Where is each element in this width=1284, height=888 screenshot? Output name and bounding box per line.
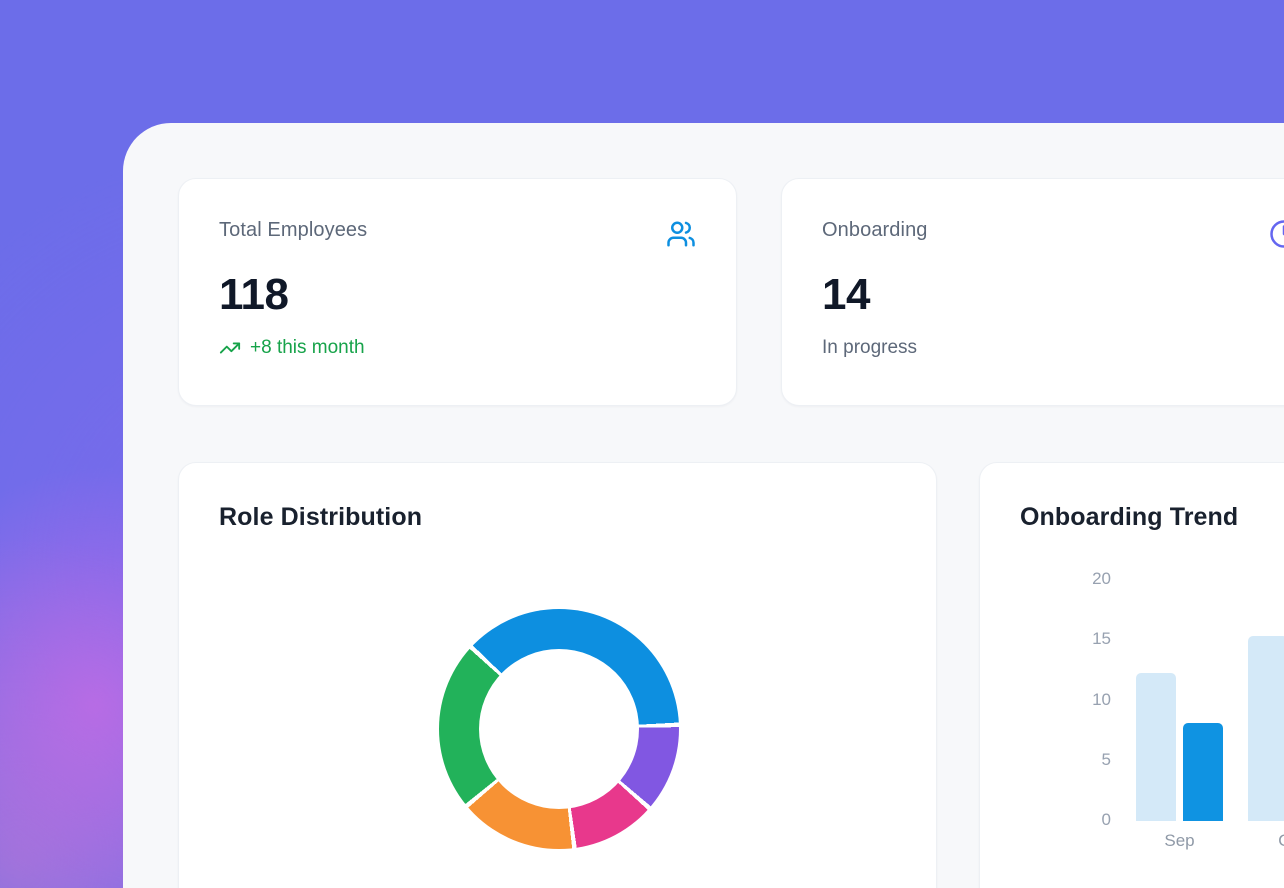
stat-trend-text: +8 this month xyxy=(250,337,365,358)
y-axis-tick-label: 10 xyxy=(1092,689,1111,709)
stat-subtext: In progress xyxy=(822,337,1284,359)
dark-blue-bar-sep xyxy=(1183,723,1223,821)
x-axis-label: Sep xyxy=(1164,831,1195,850)
y-axis-tick-label: 5 xyxy=(1101,749,1111,769)
light-blue-bar-oct xyxy=(1248,636,1284,821)
stat-card-total-employees: Total Employees 118 +8 this month xyxy=(178,178,737,406)
y-axis-tick-label: 0 xyxy=(1101,810,1111,829)
y-axis-tick-label: 15 xyxy=(1092,629,1111,649)
donut-hole xyxy=(479,649,639,809)
light-blue-bar-sep xyxy=(1136,673,1176,821)
stat-trend: +8 this month xyxy=(219,337,696,359)
stat-value: 14 xyxy=(822,270,870,319)
stat-card-header: Onboarding xyxy=(822,219,1284,249)
stat-label: Total Employees xyxy=(219,219,368,241)
stat-card-header: Total Employees xyxy=(219,219,696,249)
role-distribution-donut-chart xyxy=(439,609,679,849)
onboarding-trend-card: Onboarding Trend 0 5 10 15 20 Sep Oct xyxy=(979,462,1284,888)
x-axis-label: Oct xyxy=(1248,831,1284,851)
stat-subtext-label: In progress xyxy=(822,337,918,358)
role-distribution-card: Role Distribution xyxy=(178,462,937,888)
onboarding-trend-bar-chart: 0 5 10 15 20 Sep Oct xyxy=(980,463,1284,888)
trending-up-icon xyxy=(219,337,241,359)
chart-title: Onboarding Trend xyxy=(1020,503,1239,531)
stat-card-onboarding: Onboarding 14 In progress xyxy=(781,178,1284,406)
y-axis-tick-label: 20 xyxy=(1092,569,1111,588)
clock-icon xyxy=(1269,219,1284,249)
dashboard-panel: Total Employees 118 +8 this month Onboar… xyxy=(123,123,1284,888)
users-icon xyxy=(666,219,696,249)
stat-label: Onboarding xyxy=(822,219,928,241)
stat-value: 118 xyxy=(219,270,289,319)
chart-title: Role Distribution xyxy=(219,503,423,531)
